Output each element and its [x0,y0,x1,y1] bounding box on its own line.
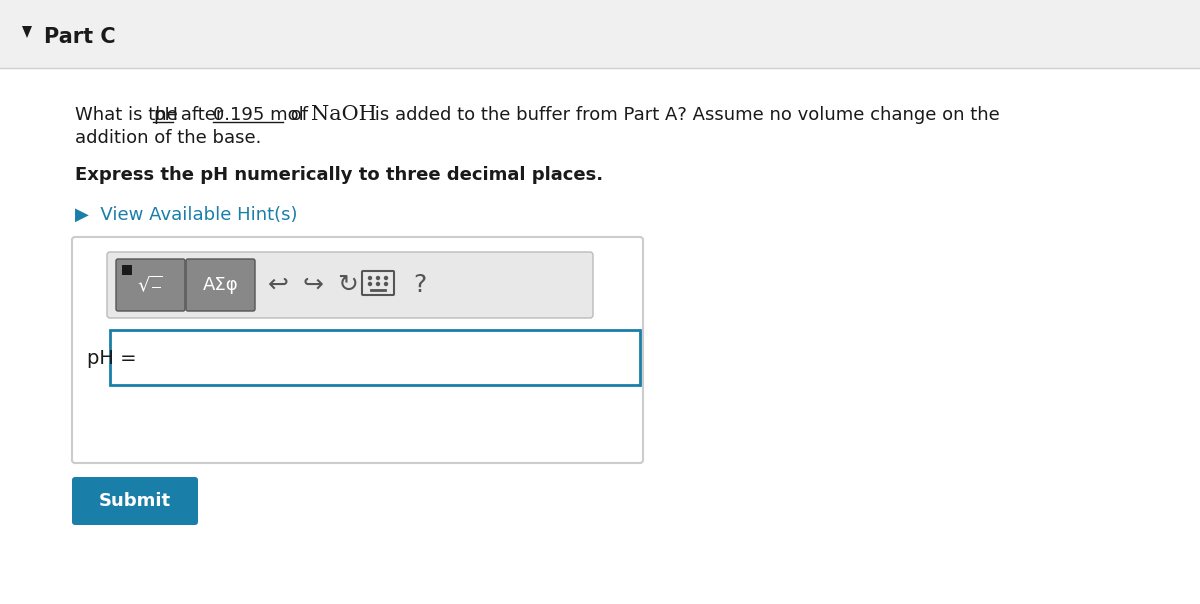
Text: after: after [175,106,229,124]
FancyBboxPatch shape [0,0,1200,68]
Text: addition of the base.: addition of the base. [74,129,262,147]
Text: is added to the buffer from Part A? Assume no volume change on the: is added to the buffer from Part A? Assu… [370,106,1000,124]
FancyBboxPatch shape [186,259,256,311]
Text: NaOH: NaOH [311,106,377,124]
Text: What is the: What is the [74,106,184,124]
FancyBboxPatch shape [116,259,185,311]
Text: ↩: ↩ [268,273,288,297]
Circle shape [377,277,379,280]
Circle shape [377,283,379,286]
Text: pH =: pH = [88,349,137,367]
Circle shape [368,277,372,280]
FancyBboxPatch shape [122,265,132,275]
Text: of: of [286,106,313,124]
Text: ▶  View Available Hint(s): ▶ View Available Hint(s) [74,206,298,224]
Circle shape [384,277,388,280]
Circle shape [368,283,372,286]
Circle shape [384,283,388,286]
FancyBboxPatch shape [107,252,593,318]
Polygon shape [22,26,32,38]
Text: ↻: ↻ [337,273,359,297]
FancyBboxPatch shape [72,237,643,463]
Text: Express the pH numerically to three decimal places.: Express the pH numerically to three deci… [74,166,604,184]
Text: Part C: Part C [44,27,115,47]
Text: ↪: ↪ [302,273,324,297]
Text: AΣφ: AΣφ [203,276,239,294]
FancyBboxPatch shape [110,330,640,385]
Text: $\sqrt{\overline{\ }}$: $\sqrt{\overline{\ }}$ [137,275,163,295]
Text: Submit: Submit [98,492,172,510]
Text: 0.195 mol: 0.195 mol [214,106,304,124]
Text: pH: pH [154,106,178,124]
Text: ?: ? [413,273,427,297]
FancyBboxPatch shape [72,477,198,525]
